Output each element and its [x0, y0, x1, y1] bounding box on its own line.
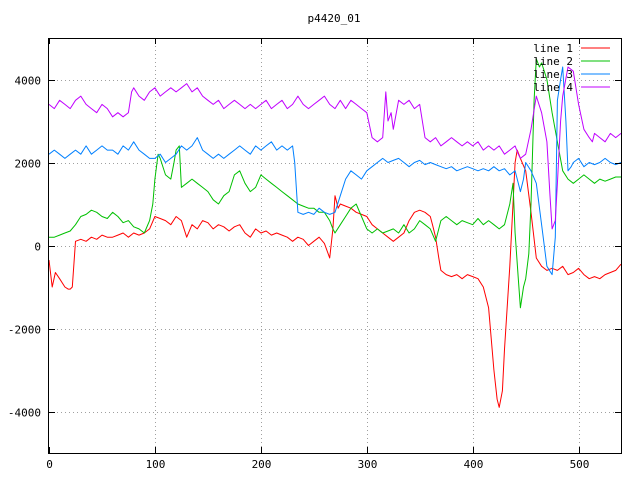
legend-label: line 4 [533, 81, 573, 94]
y-tick-label: -2000 [8, 324, 41, 337]
y-tick-label: 2000 [15, 158, 42, 171]
x-tick-label: 200 [252, 458, 272, 471]
y-tick-label: 0 [34, 241, 41, 254]
legend-label: line 3 [533, 68, 573, 81]
ticks: 0 100 200 300 400 500 -4000 -2000 0 2000 4000 [8, 38, 621, 471]
x-tick-label: 500 [570, 458, 590, 471]
series-line-1 [48, 149, 622, 408]
series-line-4 [48, 66, 622, 230]
chart-title: p4420_01 [308, 12, 361, 25]
series-line-3 [48, 66, 622, 276]
x-tick-label: 400 [464, 458, 484, 471]
series-group [48, 58, 622, 408]
x-tick-label: 100 [146, 458, 166, 471]
series-line-2 [49, 58, 621, 309]
y-tick-label: 4000 [15, 75, 42, 88]
legend-label: line 1 [533, 42, 573, 55]
plot-frame [48, 38, 622, 454]
x-tick-label: 300 [358, 458, 378, 471]
x-tick-label: 0 [46, 458, 53, 471]
y-tick-label: -4000 [8, 407, 41, 420]
legend-label: line 2 [533, 55, 573, 68]
